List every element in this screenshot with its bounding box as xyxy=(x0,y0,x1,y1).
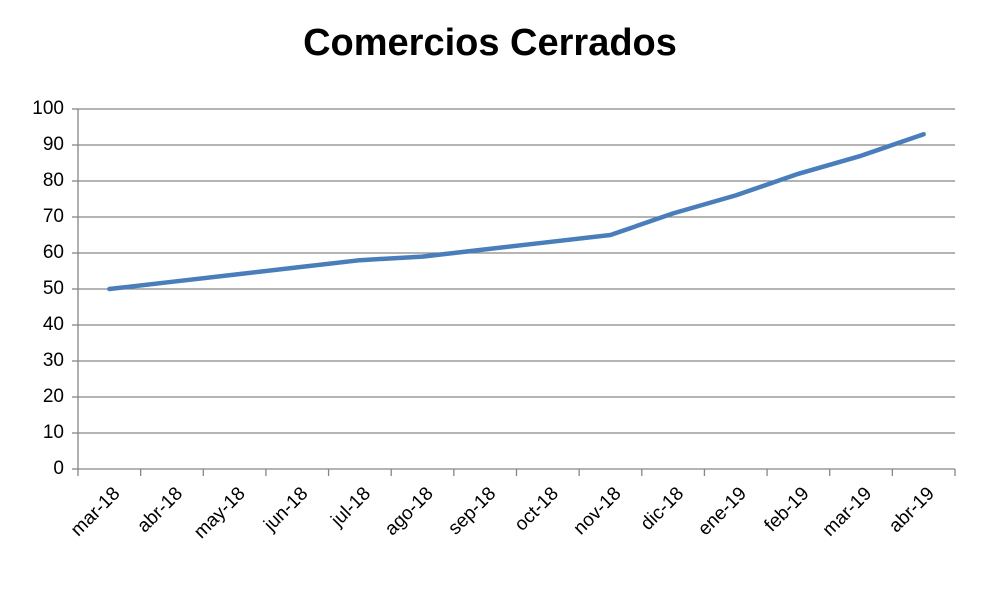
y-tick-label: 30 xyxy=(43,350,64,371)
y-tick-label: 80 xyxy=(43,170,64,191)
x-tick-label: jul-18 xyxy=(327,483,375,531)
y-tick-label: 60 xyxy=(43,242,64,263)
x-tick-label: oct-18 xyxy=(511,483,563,535)
x-tick-label: sep-18 xyxy=(444,483,500,539)
y-tick-label: 70 xyxy=(43,206,64,227)
x-tick-label: dic-18 xyxy=(637,483,688,534)
x-tick-label: nov-18 xyxy=(570,483,626,539)
x-tick-label: ago-18 xyxy=(381,483,438,540)
y-tick-label: 100 xyxy=(32,98,64,119)
y-tick-label: 20 xyxy=(43,386,64,407)
y-tick-label: 0 xyxy=(53,458,64,479)
x-tick-label: may-18 xyxy=(190,483,250,543)
x-tick-label: jun-18 xyxy=(259,483,312,536)
y-tick-label: 10 xyxy=(43,422,64,443)
y-tick-label: 90 xyxy=(43,134,64,155)
x-tick-label: ene-19 xyxy=(694,483,751,540)
x-tick-label: mar-18 xyxy=(67,483,124,540)
chart-title: Comercios Cerrados xyxy=(303,22,677,64)
x-tick-label: abr-18 xyxy=(133,483,187,537)
y-tick-label: 50 xyxy=(43,278,64,299)
x-tick-label: abr-19 xyxy=(885,483,939,537)
x-tick-label: feb-19 xyxy=(761,483,814,536)
x-tick-label: mar-19 xyxy=(819,483,876,540)
data-line xyxy=(107,131,926,292)
y-tick-label: 40 xyxy=(43,314,64,335)
